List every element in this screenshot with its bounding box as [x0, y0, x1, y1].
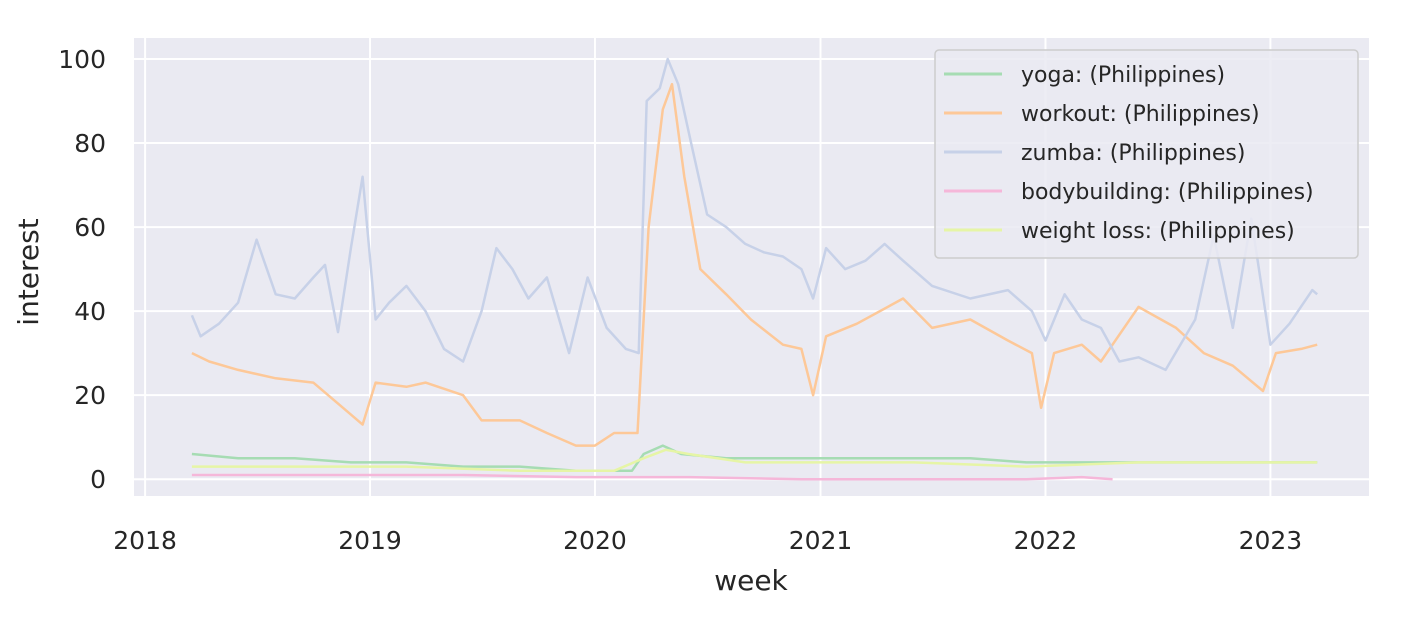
series-lines [190, 57, 1319, 481]
x-tick-label: 2022 [1014, 526, 1078, 555]
x-tick-label: 2019 [338, 526, 402, 555]
x-axis-label: week [714, 564, 788, 597]
x-tick-label: 2020 [563, 526, 627, 555]
y-tick-label: 80 [74, 129, 106, 158]
y-tick-label: 100 [58, 45, 106, 74]
legend-label-1: workout: (Philippines) [1021, 102, 1260, 127]
series-line-3 [191, 473, 1113, 481]
series-line-4 [191, 448, 1318, 473]
x-tick-label: 2018 [113, 526, 177, 555]
y-axis-label: interest [12, 218, 45, 325]
legend-label-4: weight loss: (Philippines) [1021, 219, 1295, 244]
x-tick-label: 2023 [1239, 526, 1303, 555]
series-line-1 [191, 82, 1318, 447]
x-tick-labels: 2018 2019 2020 2021 2022 2023 [113, 526, 1302, 555]
y-tick-label: 60 [74, 213, 106, 242]
legend: yoga: (Philippines) workout: (Philippines… [934, 49, 1359, 259]
y-tick-labels: 0 20 40 60 80 100 [58, 45, 106, 494]
legend-label-3: bodybuilding: (Philippines) [1021, 180, 1314, 205]
series-line-2 [190, 57, 1319, 372]
x-tick-label: 2021 [789, 526, 853, 555]
series-line-0 [191, 444, 1318, 473]
legend-label-0: yoga: (Philippines) [1021, 63, 1225, 88]
y-tick-label: 40 [74, 297, 106, 326]
legend-box [934, 49, 1359, 259]
legend-label-2: zumba: (Philippines) [1021, 141, 1245, 166]
y-tick-label: 20 [74, 381, 106, 410]
y-tick-label: 0 [90, 465, 106, 494]
